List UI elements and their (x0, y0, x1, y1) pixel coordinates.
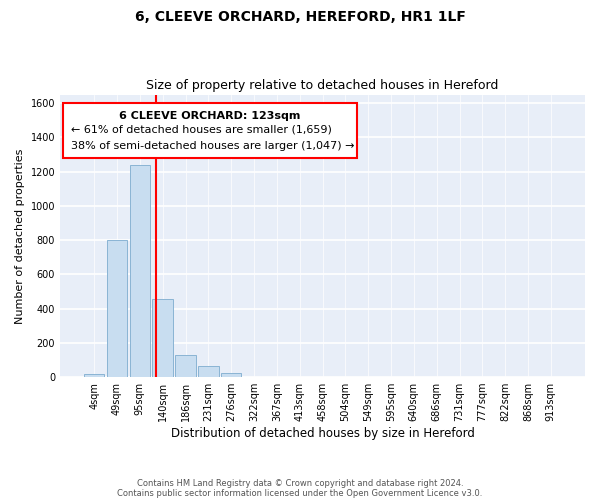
X-axis label: Distribution of detached houses by size in Hereford: Distribution of detached houses by size … (170, 427, 475, 440)
Bar (198, 366, 218, 377)
FancyBboxPatch shape (62, 103, 356, 158)
Bar (175, 355, 196, 377)
Bar (84, 374, 104, 377)
Bar (107, 240, 127, 377)
Text: ← 61% of detached houses are smaller (1,659): ← 61% of detached houses are smaller (1,… (71, 124, 331, 134)
Y-axis label: Number of detached properties: Number of detached properties (15, 148, 25, 324)
Text: Contains HM Land Registry data © Crown copyright and database right 2024.: Contains HM Land Registry data © Crown c… (137, 478, 463, 488)
Title: Size of property relative to detached houses in Hereford: Size of property relative to detached ho… (146, 79, 499, 92)
Text: 6 CLEEVE ORCHARD: 123sqm: 6 CLEEVE ORCHARD: 123sqm (119, 111, 301, 121)
Bar (152, 299, 173, 377)
Text: Contains public sector information licensed under the Open Government Licence v3: Contains public sector information licen… (118, 488, 482, 498)
Bar (130, 165, 150, 377)
Text: 38% of semi-detached houses are larger (1,047) →: 38% of semi-detached houses are larger (… (71, 141, 354, 151)
Text: 6, CLEEVE ORCHARD, HEREFORD, HR1 1LF: 6, CLEEVE ORCHARD, HEREFORD, HR1 1LF (134, 10, 466, 24)
Bar (221, 374, 241, 377)
